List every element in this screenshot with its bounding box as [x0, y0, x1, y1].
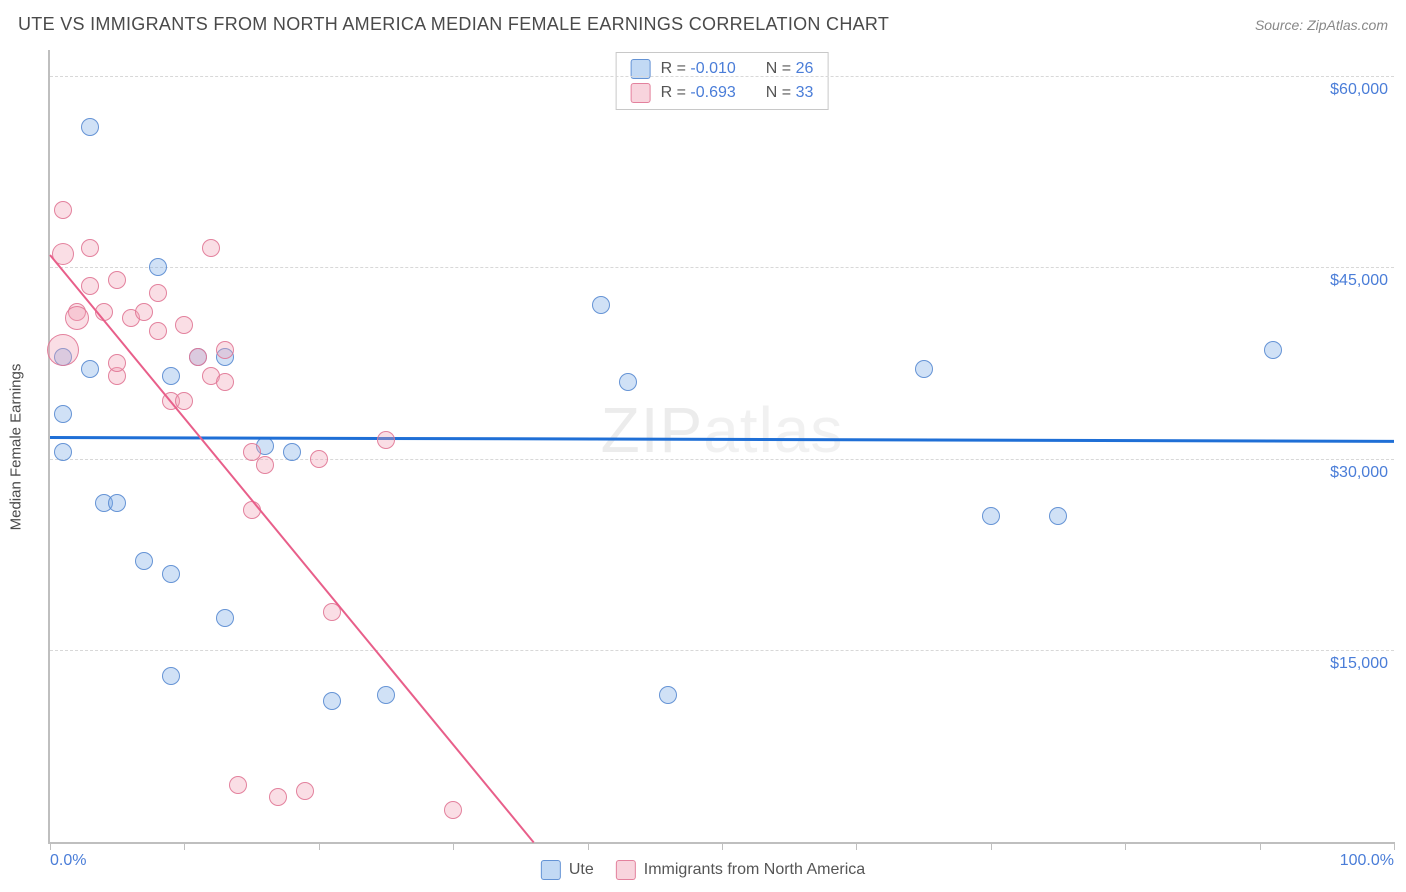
legend-swatch [616, 860, 636, 880]
data-point [81, 118, 99, 136]
legend-n: N = 33 [766, 84, 814, 102]
legend-swatch [541, 860, 561, 880]
y-tick-label: $30,000 [1330, 464, 1388, 482]
data-point [377, 686, 395, 704]
data-point [915, 360, 933, 378]
x-tick [1125, 842, 1126, 850]
trend-line [50, 436, 1394, 443]
data-point [377, 431, 395, 449]
source-label: Source: ZipAtlas.com [1255, 17, 1388, 33]
legend-swatch [631, 83, 651, 103]
plot-area: ZIPatlas R = -0.010N = 26 R = -0.693 N = 3… [48, 50, 1394, 844]
x-tick [50, 842, 51, 850]
data-point [1049, 507, 1067, 525]
legend-bottom-item: Immigrants from North America [616, 860, 865, 880]
data-point [229, 776, 247, 794]
trend-line [49, 255, 534, 844]
x-tick [319, 842, 320, 850]
x-tick [453, 842, 454, 850]
y-tick-label: $15,000 [1330, 655, 1388, 673]
data-point [269, 788, 287, 806]
watermark: ZIPatlas [601, 393, 844, 467]
x-tick [1260, 842, 1261, 850]
data-point [108, 354, 126, 372]
data-point [283, 443, 301, 461]
data-point [54, 201, 72, 219]
x-tick-label-max: 100.0% [1340, 852, 1394, 870]
data-point [135, 303, 153, 321]
data-point [175, 392, 193, 410]
data-point [189, 348, 207, 366]
data-point [81, 277, 99, 295]
x-tick [991, 842, 992, 850]
data-point [323, 692, 341, 710]
data-point [135, 552, 153, 570]
data-point [149, 284, 167, 302]
data-point [444, 801, 462, 819]
data-point [162, 565, 180, 583]
x-tick [856, 842, 857, 850]
x-tick [722, 842, 723, 850]
legend-top-row: R = -0.010N = 26 [631, 57, 814, 81]
legend-bottom-item: Ute [541, 860, 594, 880]
legend-r: R = -0.693 [661, 84, 736, 102]
data-point [108, 494, 126, 512]
x-tick-label-min: 0.0% [50, 852, 86, 870]
data-point [659, 686, 677, 704]
data-point [108, 271, 126, 289]
y-tick-label: $45,000 [1330, 272, 1388, 290]
data-point [149, 258, 167, 276]
data-point [175, 316, 193, 334]
data-point [296, 782, 314, 800]
data-point [619, 373, 637, 391]
data-point [592, 296, 610, 314]
data-point [216, 373, 234, 391]
chart-title: UTE VS IMMIGRANTS FROM NORTH AMERICA MED… [18, 14, 889, 35]
y-tick-label: $60,000 [1330, 81, 1388, 99]
data-point [256, 456, 274, 474]
data-point [162, 667, 180, 685]
data-point [216, 341, 234, 359]
data-point [47, 334, 79, 366]
data-point [54, 405, 72, 423]
legend-series: Ute Immigrants from North America [541, 860, 865, 880]
data-point [54, 443, 72, 461]
x-tick [1394, 842, 1395, 850]
data-point [216, 609, 234, 627]
legend-label: Ute [569, 861, 594, 879]
data-point [310, 450, 328, 468]
data-point [982, 507, 1000, 525]
data-point [81, 239, 99, 257]
x-tick [184, 842, 185, 850]
y-axis-title: Median Female Earnings [8, 364, 25, 531]
data-point [1264, 341, 1282, 359]
data-point [81, 360, 99, 378]
x-tick [588, 842, 589, 850]
legend-top-row: R = -0.693 N = 33 [631, 81, 814, 105]
legend-label: Immigrants from North America [644, 861, 865, 879]
legend-correlation: R = -0.010N = 26 R = -0.693 N = 33 [616, 52, 829, 110]
data-point [202, 239, 220, 257]
gridline [50, 76, 1394, 77]
gridline [50, 650, 1394, 651]
chart-container: Median Female Earnings ZIPatlas R = -0.0… [48, 50, 1394, 844]
data-point [65, 306, 89, 330]
gridline [50, 267, 1394, 268]
data-point [149, 322, 167, 340]
data-point [162, 367, 180, 385]
